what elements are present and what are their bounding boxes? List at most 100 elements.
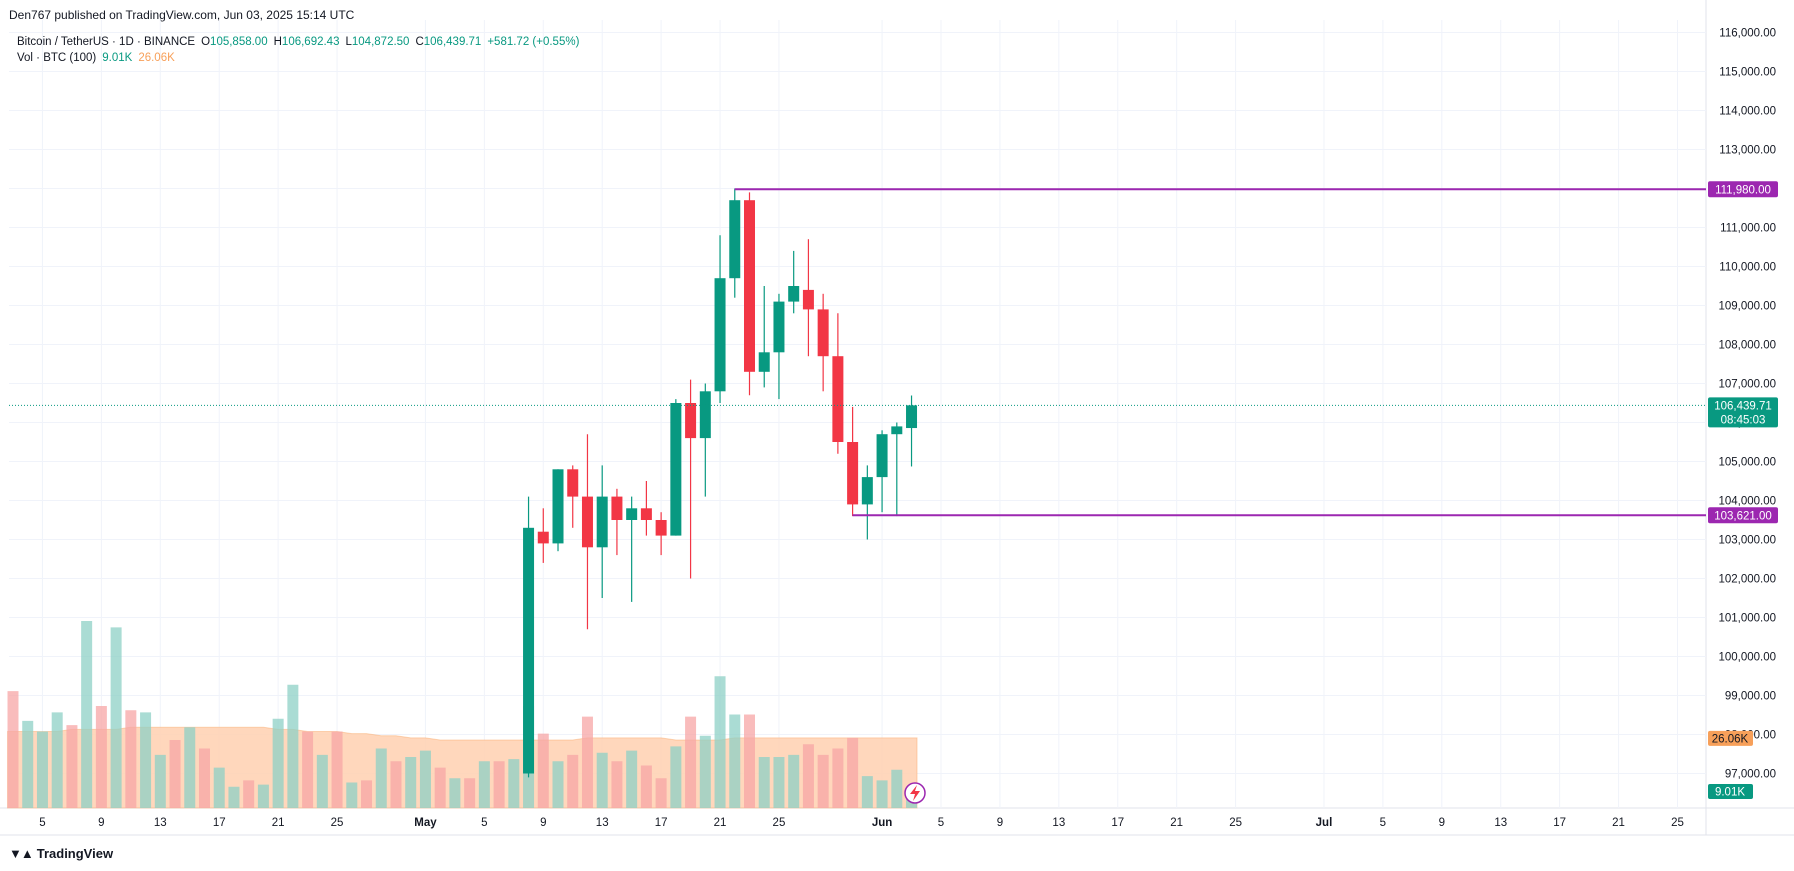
- x-tick-label: 25: [1229, 817, 1242, 829]
- y-tick-label: 107,000.00: [1718, 379, 1776, 391]
- candle-body: [847, 442, 859, 505]
- y-tick-label: 103,000.00: [1718, 535, 1776, 547]
- publisher-line: Den767 published on TradingView.com, Jun…: [9, 8, 355, 22]
- volume-bar: [464, 778, 476, 808]
- volume-ma-tag: 26.06K: [1708, 730, 1753, 746]
- volume-bar: [802, 744, 814, 808]
- volume-bar: [478, 761, 490, 808]
- level-price-tag: 111,980.00: [1708, 181, 1778, 198]
- volume-bar: [508, 759, 520, 808]
- volume-bar: [626, 750, 638, 808]
- x-tick-label: 17: [1111, 817, 1124, 829]
- candle-body: [758, 352, 770, 372]
- candle: [537, 508, 549, 563]
- volume-bar: [434, 767, 446, 808]
- candle: [744, 192, 755, 396]
- candle: [581, 434, 593, 630]
- candle: [640, 481, 652, 536]
- volume-bar: [493, 761, 505, 808]
- volume-bar: [773, 757, 785, 808]
- volume-bar: [361, 780, 373, 808]
- candle: [596, 465, 608, 598]
- candle-body: [685, 403, 697, 439]
- candle-body: [788, 286, 800, 302]
- legend-volume-label[interactable]: Vol · BTC (100): [17, 52, 97, 64]
- volume-bar: [169, 740, 181, 808]
- x-tick-label: 17: [655, 817, 668, 829]
- candle-body: [626, 508, 638, 520]
- candle: [567, 465, 579, 528]
- x-tick-label: 5: [481, 817, 487, 829]
- y-tick-label: 97,000.00: [1725, 769, 1776, 781]
- volume-bar: [95, 706, 107, 808]
- volume-tag-text: 9.01K: [1715, 787, 1745, 799]
- volume-bar: [817, 754, 829, 808]
- y-tick-label: 105,000.00: [1718, 457, 1776, 469]
- grid-layer: [0, 0, 1794, 836]
- legend-volume-ma: 26.06K: [138, 52, 175, 64]
- volume-bar: [729, 714, 741, 808]
- volume-bar: [449, 778, 461, 808]
- legend-change: +581.72 (+0.55%): [487, 36, 580, 48]
- volume-bar: [847, 737, 859, 808]
- level-tag-text: 103,621.00: [1714, 510, 1772, 522]
- volume-bar: [22, 720, 34, 808]
- volume-bar: [655, 778, 667, 808]
- horizontal-levels[interactable]: [9, 188, 1706, 517]
- candle: [670, 399, 682, 536]
- volume-bar: [419, 750, 431, 808]
- y-tick-label: 116,000.00: [1719, 28, 1776, 40]
- x-tick-label: 25: [773, 817, 786, 829]
- candle: [861, 465, 873, 540]
- candle: [758, 286, 770, 388]
- x-tick-label: 25: [331, 817, 344, 829]
- x-tick-label: 17: [213, 817, 226, 829]
- candle-body: [596, 496, 608, 548]
- level-price-tag: 103,621.00: [1708, 507, 1778, 524]
- current-price-tag: 106,439.71 08:45:03: [1708, 397, 1778, 428]
- candle: [729, 188, 741, 298]
- candle-body: [567, 469, 579, 497]
- volume-bar: [537, 733, 549, 808]
- y-tick-label: 102,000.00: [1718, 574, 1776, 586]
- volume-tag: 9.01K: [1708, 784, 1753, 799]
- volume-bar: [36, 731, 48, 808]
- candle-body: [523, 527, 535, 774]
- candle-body: [670, 403, 682, 536]
- y-tick-label: 113,000.00: [1719, 145, 1776, 157]
- x-tick-label: 13: [154, 817, 167, 829]
- level-tag-bg: [1708, 507, 1778, 524]
- volume-bar: [287, 684, 299, 808]
- candle: [906, 395, 918, 467]
- candle: [773, 293, 785, 400]
- legend-volume-value: 9.01K: [102, 52, 133, 64]
- legend-low: 104,872.50: [351, 36, 410, 48]
- volume-bar: [51, 712, 63, 808]
- volume-bar: [154, 754, 166, 808]
- candle: [802, 239, 814, 357]
- candle-body: [552, 469, 564, 544]
- candle-body: [861, 477, 873, 505]
- volume-tag-bg: [1708, 784, 1753, 799]
- candle: [817, 293, 829, 392]
- x-tick-label: 9: [1439, 817, 1445, 829]
- time-axis[interactable]: 5 9 13 17 21 25 May 5 9 13 17 21 25 Jun 5 9 13 17 21 25 Jul 5…: [39, 817, 1684, 829]
- volume-pane: [7, 621, 918, 809]
- candle-body: [906, 405, 918, 429]
- x-tick-label: 13: [596, 817, 609, 829]
- volume-bar: [228, 786, 240, 808]
- legend-close-label: C: [415, 36, 424, 48]
- volume-bar: [876, 780, 888, 808]
- legend-symbol[interactable]: Bitcoin / TetherUS · 1D · BINANCE: [17, 36, 196, 48]
- tradingview-logo-icon: ▼▲: [9, 846, 34, 861]
- legend-high: 106,692.43: [281, 36, 340, 48]
- realtime-lightning-icon[interactable]: [904, 782, 926, 804]
- volume-bar: [581, 716, 593, 808]
- countdown-text: 08:45:03: [1721, 414, 1766, 426]
- volume-ma-tag-text: 26.06K: [1712, 733, 1749, 745]
- candle: [626, 496, 638, 602]
- tradingview-brand[interactable]: ▼▲ TradingView: [9, 846, 113, 861]
- x-tick-label: 9: [540, 817, 546, 829]
- legend-high-label: H: [273, 36, 282, 48]
